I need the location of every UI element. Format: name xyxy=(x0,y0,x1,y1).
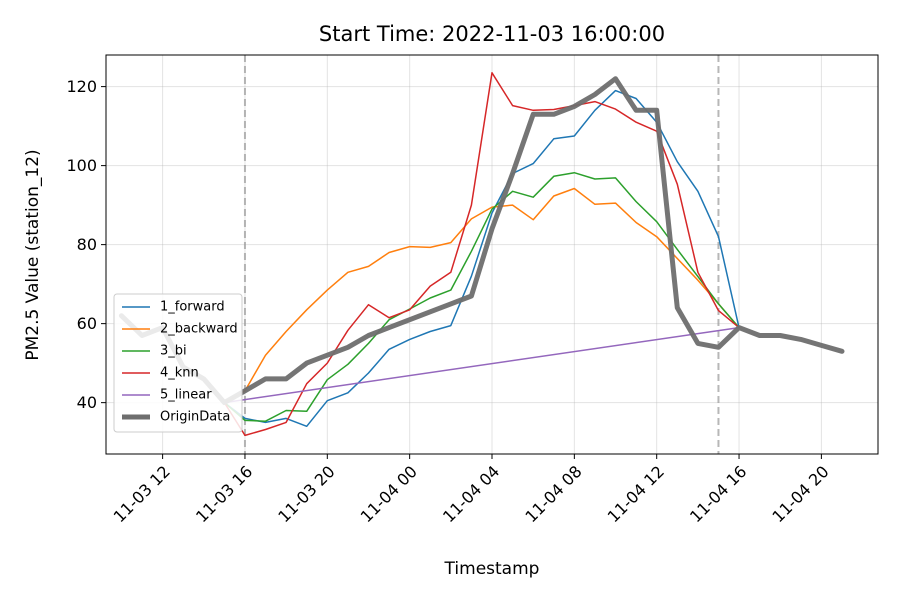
series-line-5-linear xyxy=(223,326,740,404)
reference-lines xyxy=(243,55,720,454)
series-line-3-bi xyxy=(223,171,740,422)
y-tick-label: 40 xyxy=(77,393,97,412)
y-tick-label: 100 xyxy=(66,156,97,175)
legend-label: 1_forward xyxy=(160,300,225,315)
series-line-2-backward xyxy=(223,187,740,404)
series-line-1-forward xyxy=(223,89,740,428)
grid xyxy=(106,55,878,454)
y-axis-ticks: 40 60 80 100 120 xyxy=(66,77,106,412)
y-tick-label: 60 xyxy=(77,314,97,333)
y-tick-label: 80 xyxy=(77,235,97,254)
y-axis-label: PM2.5 Value (station_12) xyxy=(23,149,43,360)
legend-label: 2_backward xyxy=(160,322,238,337)
chart-title: Start Time: 2022-11-03 16:00:00 xyxy=(319,22,665,46)
legend-label: 4_knn xyxy=(160,366,199,381)
y-tick-label: 120 xyxy=(66,77,97,96)
series-line-4-knn xyxy=(223,72,740,437)
legend: 1_forward 2_backward 3_bi 4_knn 5_linear Orig… xyxy=(113,293,243,433)
legend-label: 3_bi xyxy=(160,344,187,359)
legend-label: OriginData xyxy=(160,410,230,425)
legend-label: 5_linear xyxy=(160,388,212,403)
x-axis-label: Timestamp xyxy=(444,559,540,579)
